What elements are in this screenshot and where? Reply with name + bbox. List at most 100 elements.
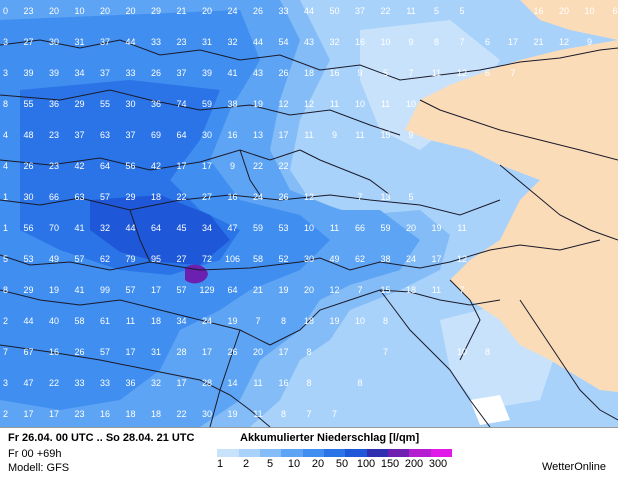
precip-value: 5 (459, 6, 464, 16)
precip-value: 55 (100, 99, 110, 109)
precip-value: 32 (227, 37, 237, 47)
precip-value: 19 (431, 223, 441, 233)
precip-value: 17 (278, 347, 288, 357)
precip-value: 26 (278, 192, 288, 202)
map-footer: Fr 26.04. 00 UTC .. So 28.04. 21 UTC Fr … (0, 427, 618, 478)
precip-value: 11 (432, 68, 441, 78)
precip-value: 11 (330, 223, 339, 233)
precip-value: 44 (23, 316, 33, 326)
precip-value: 24 (406, 254, 416, 264)
precip-value: 36 (125, 378, 135, 388)
precip-value: 45 (176, 223, 186, 233)
precip-value: 10 (304, 223, 314, 233)
precip-value: 11 (304, 130, 313, 140)
precip-value: 42 (74, 161, 84, 171)
precip-value: 5 (383, 68, 388, 78)
precip-value: 34 (74, 68, 84, 78)
model-run: Fr 00 +69h (8, 448, 62, 460)
precip-value: 8 (383, 316, 388, 326)
precip-value: 6 (485, 37, 490, 47)
precip-zone-light (360, 20, 500, 150)
precip-value: 8 (306, 378, 311, 388)
precip-value: 31 (74, 37, 84, 47)
precip-value: 16 (49, 347, 59, 357)
precip-value: 79 (125, 254, 135, 264)
land-area-northeast (520, 0, 618, 40)
precip-value: 22 (380, 6, 390, 16)
precip-value: 12 (304, 99, 314, 109)
legend-swatch-0 (196, 449, 218, 457)
precip-value: 10 (355, 316, 365, 326)
precip-value: 7 (357, 285, 362, 295)
precip-value: 15 (380, 130, 390, 140)
precip-value: 18 (406, 285, 416, 295)
precip-value: 21 (176, 6, 186, 16)
precip-value: 17 (202, 347, 212, 357)
land-area-east (405, 40, 618, 392)
legend-swatch-2 (238, 449, 260, 457)
precip-value: 30 (202, 409, 212, 419)
precip-value: 62 (355, 254, 365, 264)
precip-value: 55 (23, 99, 33, 109)
precip-value: 0 (3, 6, 8, 16)
brand-label[interactable]: WetterOnline (542, 461, 606, 473)
precip-value: 11 (355, 130, 364, 140)
precip-value: 58 (74, 316, 84, 326)
precip-value: 63 (74, 192, 84, 202)
precip-value: 11 (406, 6, 415, 16)
precip-value: 19 (227, 409, 237, 419)
legend-label: 20 (311, 458, 325, 470)
precip-value: 44 (253, 37, 263, 47)
precip-value: 9 (408, 37, 413, 47)
precip-value: 37 (355, 6, 365, 16)
precip-value: 61 (100, 316, 110, 326)
precip-value: 30 (125, 99, 135, 109)
precip-value: 11 (330, 99, 339, 109)
precip-value: 8 (357, 378, 362, 388)
precip-value: 8 (485, 347, 490, 357)
precip-value: 36 (151, 99, 161, 109)
precip-value: 106 (225, 254, 240, 264)
precip-value: 10 (380, 37, 390, 47)
precip-value: 37 (176, 68, 186, 78)
precip-value: 47 (227, 223, 237, 233)
precip-value: 43 (304, 37, 314, 47)
precip-value: 24 (253, 192, 263, 202)
precip-value: 11 (432, 285, 441, 295)
precip-value: 16 (533, 6, 543, 16)
precip-value: 24 (227, 6, 237, 16)
precip-value: 19 (49, 285, 59, 295)
precip-value: 56 (23, 223, 33, 233)
precip-value: 20 (100, 6, 110, 16)
precip-value: 33 (278, 6, 288, 16)
precip-value: 27 (23, 37, 33, 47)
precip-value: 17 (508, 37, 518, 47)
legend-swatch-4 (281, 449, 303, 457)
precip-value: 23 (74, 409, 84, 419)
precip-value: 63 (100, 130, 110, 140)
precip-value: 33 (74, 378, 84, 388)
legend-label: 200 (404, 458, 424, 470)
precip-value: 8 (281, 316, 286, 326)
precip-value: 67 (23, 347, 33, 357)
precip-value: 7 (3, 347, 8, 357)
precip-value: 26 (151, 68, 161, 78)
precip-value: 29 (125, 192, 135, 202)
precip-value: 20 (253, 347, 263, 357)
precip-value: 3 (3, 378, 8, 388)
precip-zone-white (470, 395, 510, 425)
precip-value: 53 (23, 254, 33, 264)
precip-value: 16 (329, 68, 339, 78)
precip-value: 7 (510, 68, 515, 78)
precip-value: 30 (304, 254, 314, 264)
legend-label: 10 (287, 458, 301, 470)
precip-value: 33 (125, 68, 135, 78)
legend-label: 1 (216, 458, 224, 470)
precip-value: 3 (3, 68, 8, 78)
precip-value: 18 (125, 409, 135, 419)
precipitation-map[interactable]: 0 23 20 10 20 20 29 21 20 24 26 33 44 50 37 22 11 5 5 16 20 1… (0, 0, 618, 427)
precip-value: 30 (23, 192, 33, 202)
precip-value: 41 (227, 68, 237, 78)
precip-value-grid: 0 23 20 10 20 20 29 21 20 24 26 33 44 50 37 22 11 5 5 16 20 1… (3, 6, 618, 419)
precip-value: 12 (457, 68, 467, 78)
